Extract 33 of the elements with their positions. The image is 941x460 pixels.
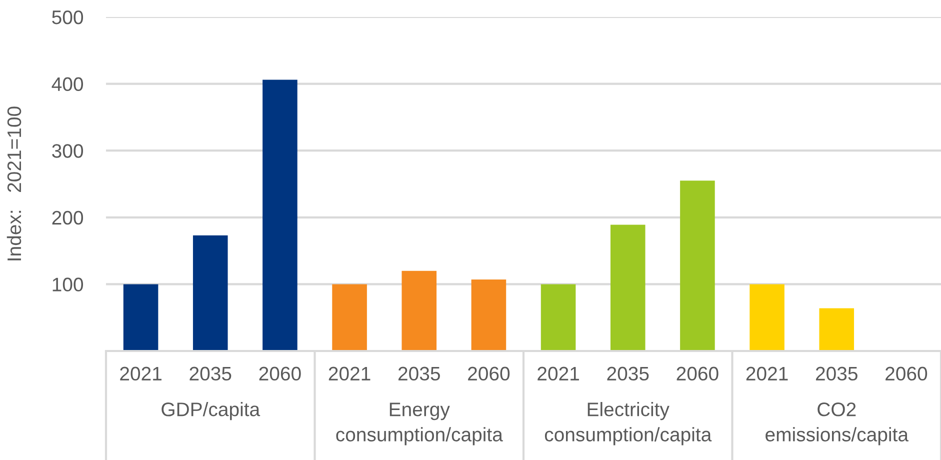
y-tick-label: 300 <box>52 144 84 158</box>
y-tick-label: 200 <box>52 210 84 225</box>
x-tick-label: 2060 <box>886 366 928 381</box>
y-tick-label: 400 <box>52 77 84 92</box>
x-tick-label: 2021 <box>120 366 162 381</box>
bar <box>680 180 715 351</box>
x-tick-label: 2035 <box>398 366 440 381</box>
bar <box>402 270 437 351</box>
x-tick-label: 2060 <box>676 366 718 381</box>
bar <box>750 284 784 351</box>
y-tick-label: 100 <box>52 278 84 292</box>
x-tick-label: 2035 <box>607 366 649 381</box>
bar <box>192 235 228 351</box>
bar <box>262 80 298 351</box>
text: Electricity consumption/capita <box>544 402 712 446</box>
x-tick-label: 2060 <box>259 366 301 381</box>
y-axis-title: Index: 2021=100 <box>6 106 22 260</box>
text: CO2 emissions/capita <box>766 402 908 446</box>
y-tick-label: 500 <box>52 10 84 24</box>
bar <box>610 224 646 351</box>
bar <box>332 284 367 351</box>
x-tick-label: 2021 <box>746 366 788 381</box>
x-tick-label: 2021 <box>538 366 579 381</box>
bar <box>540 284 576 351</box>
text: GDP/capita <box>162 402 260 420</box>
x-tick-label: 2021 <box>328 366 370 381</box>
bar <box>471 280 506 351</box>
x-tick-label: 2060 <box>468 366 510 381</box>
bar <box>123 284 158 351</box>
text: Energy consumption/capita <box>336 402 503 446</box>
bar <box>819 308 854 351</box>
x-tick-label: 2035 <box>816 366 858 381</box>
x-tick-label: 2035 <box>190 366 232 381</box>
